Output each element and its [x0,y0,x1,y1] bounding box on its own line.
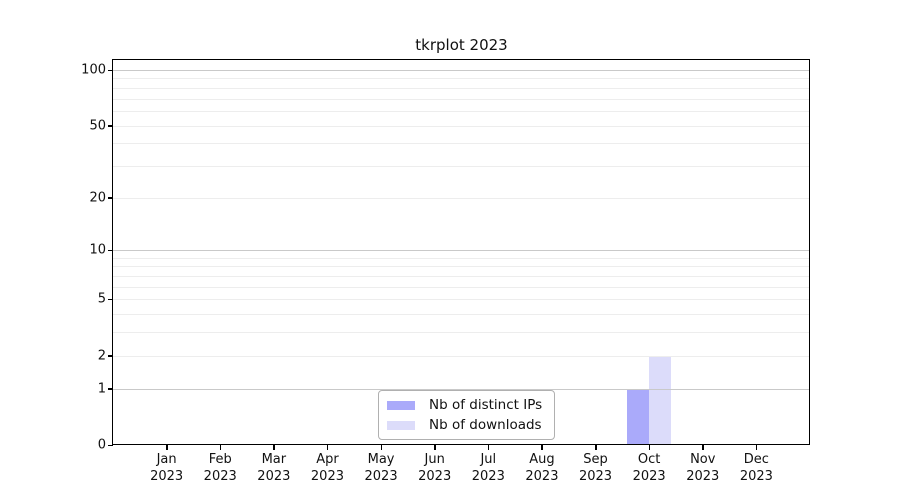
x-tick-label: Feb 2023 [203,452,237,484]
x-tick-label: Sep 2023 [578,452,613,484]
x-tick [326,445,329,450]
legend-swatch-distinct-ips [387,400,415,410]
x-tick [219,445,222,450]
gridline-minor [113,276,810,278]
y-tick-label: 1 [97,381,106,397]
x-tick [541,445,543,450]
gridline-minor [113,87,810,89]
y-tick-label: 50 [89,118,106,134]
bar-downloads-oct [649,355,672,445]
legend: Nb of distinct IPs Nb of downloads [378,390,556,440]
x-tick-label: Oct 2023 [632,452,666,484]
x-tick [755,445,758,450]
gridline-minor [113,286,810,288]
x-tick [434,445,436,450]
plot-area [113,60,810,445]
bar-distinct-ips-oct [627,388,650,445]
x-tick-label: Nov 2023 [686,452,720,484]
y-tick [108,249,113,252]
gridline-minor [113,143,810,145]
y-tick-label: 0 [97,437,106,453]
legend-swatch-downloads [387,420,415,430]
y-tick-label: 100 [81,62,106,78]
gridline-major [113,70,810,71]
gridline-minor [113,165,810,167]
gridline-minor [113,257,810,259]
x-tick-label: May 2023 [364,452,398,484]
legend-label-distinct-ips: Nb of distinct IPs [429,397,543,413]
gridline-minor [113,197,810,199]
x-tick [648,445,651,450]
y-tick [108,69,113,71]
x-tick-label: Apr 2023 [310,452,344,484]
x-tick-label: Aug 2023 [525,452,559,484]
y-tick [108,388,113,390]
y-tick [108,197,113,199]
gridline-minor [113,332,810,334]
gridline-minor [113,299,810,301]
gridline-minor [113,266,810,268]
y-tick [108,355,113,357]
gridline-major [113,250,810,252]
legend-entry-distinct-ips: Nb of distinct IPs [387,397,542,413]
y-tick [108,444,113,446]
x-tick [487,445,490,450]
x-tick [380,445,383,450]
y-tick-label: 5 [97,291,106,307]
y-tick [108,298,113,301]
x-tick-label: Jun 2023 [418,452,452,484]
x-tick-label: Jan 2023 [150,452,184,484]
x-tick-label: Dec 2023 [739,452,773,484]
gridline-minor [113,355,810,357]
x-tick-label: Mar 2023 [257,452,291,484]
legend-entry-downloads: Nb of downloads [387,417,542,433]
y-tick-label: 20 [89,190,106,206]
y-tick [108,125,113,127]
x-tick [702,445,704,450]
gridline-minor [113,110,810,112]
x-tick [273,445,275,450]
chart-title: tkrplot 2023 [415,36,508,54]
x-tick-label: Jul 2023 [471,452,505,484]
legend-label-downloads: Nb of downloads [429,417,542,433]
y-tick-label: 10 [89,242,106,258]
gridline-minor [113,314,810,316]
gridline-minor [113,125,810,127]
gridline-major [113,388,810,390]
gridline-minor [113,98,810,100]
gridline-minor [113,78,810,80]
y-tick-label: 2 [97,348,106,364]
x-tick [166,445,168,450]
x-tick [595,445,597,450]
